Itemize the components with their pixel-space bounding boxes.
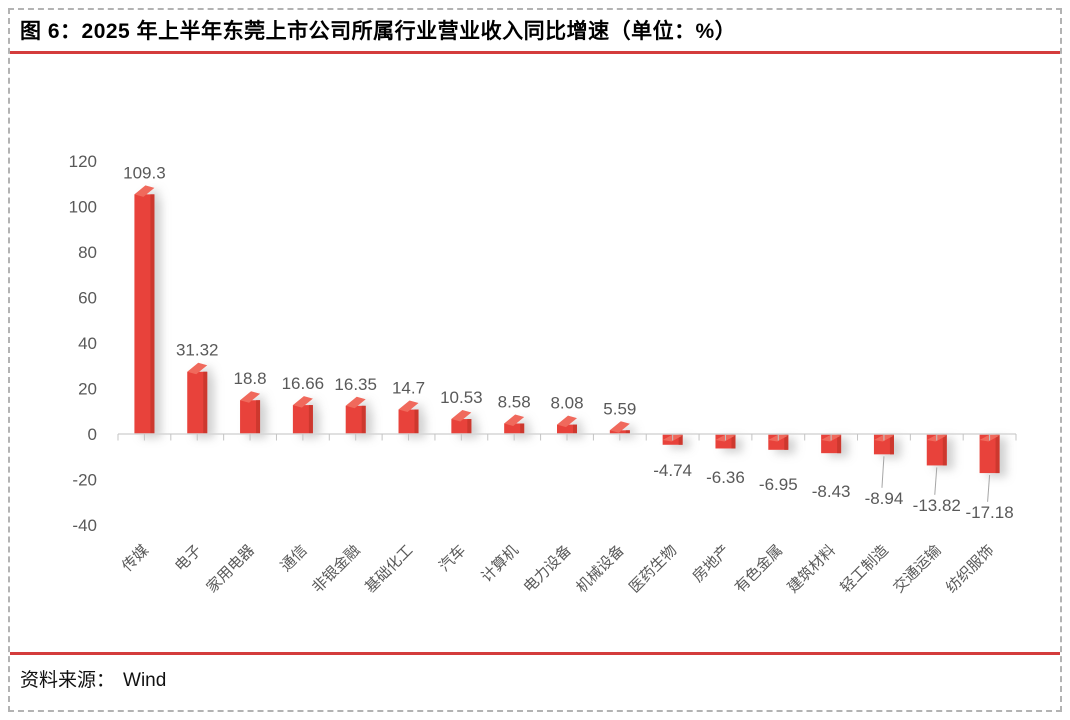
title-divider	[10, 51, 1060, 54]
source-row: 资料来源： Wind	[10, 655, 1060, 710]
bar-side-face	[361, 405, 366, 434]
bar-side-face	[573, 424, 577, 434]
category-label: 房地产	[689, 542, 733, 586]
value-label: 16.35	[334, 375, 377, 394]
bar-chart-canvas: 120 100 80 60 40 20 0 -20 -40 109.3 31.32 18.8 16.66…	[69, 152, 1017, 596]
category-label: 基础化工	[362, 542, 416, 596]
value-label: 5.59	[603, 399, 636, 418]
bar	[187, 371, 208, 434]
category-label: 非银金融	[309, 542, 363, 596]
bar-side-face	[150, 194, 155, 434]
bar	[292, 405, 313, 434]
value-label: 31.32	[176, 341, 219, 360]
bar-side-face	[784, 434, 789, 450]
bar-side-face	[467, 419, 472, 434]
bar	[504, 423, 525, 434]
y-axis-label: 80	[78, 243, 97, 262]
bar-side-face	[837, 434, 842, 454]
bar-top-face	[187, 362, 208, 375]
value-label: -8.94	[865, 489, 904, 508]
bar-chart: 120 100 80 60 40 20 0 -20 -40 109.3 31.32 18.8 16.66…	[10, 54, 1060, 652]
bar-top-face	[292, 396, 313, 408]
value-label: 14.7	[392, 379, 425, 398]
bar-top-face	[240, 391, 261, 403]
bar-side-face	[520, 423, 525, 434]
category-label: 交通运输	[889, 541, 944, 596]
bar-top-face	[609, 421, 630, 433]
bar-side-face	[731, 434, 736, 449]
figure-title: 图 6：2025 年上半年东莞上市公司所属行业营业收入同比增速（单位：%）	[20, 20, 737, 43]
bar	[926, 434, 947, 466]
category-label: 轻工制造	[837, 542, 891, 596]
figure-frame: 图 6：2025 年上半年东莞上市公司所属行业营业收入同比增速（单位：%） 12…	[8, 8, 1062, 712]
bar	[451, 419, 472, 434]
footer-divider	[10, 652, 1060, 655]
bar-side-face	[625, 430, 630, 434]
category-label: 传媒	[119, 542, 152, 575]
bar-top-face	[557, 415, 577, 428]
bar-side-face	[203, 371, 208, 434]
bar	[134, 194, 155, 434]
bar-top-face	[451, 410, 472, 422]
value-label: 16.66	[282, 374, 325, 393]
value-label: 10.53	[440, 388, 483, 407]
bar	[557, 424, 577, 434]
y-axis-label: -40	[72, 516, 97, 535]
bar-side-face	[942, 434, 947, 466]
leader-line	[881, 456, 885, 488]
category-label: 汽车	[436, 542, 469, 575]
bar-side-face	[678, 434, 683, 445]
category-label: 家用电器	[203, 542, 257, 596]
leader-line	[934, 467, 938, 495]
source-label: 资料来源：	[20, 670, 116, 691]
category-label: 机械设备	[573, 542, 627, 596]
value-label: 8.08	[550, 394, 583, 413]
value-label: -17.18	[965, 503, 1013, 522]
bar	[979, 434, 1000, 474]
value-label: -4.74	[653, 461, 692, 480]
value-label: -8.43	[812, 482, 851, 501]
y-axis-label: 20	[78, 380, 97, 399]
category-label: 有色金属	[732, 542, 786, 596]
y-axis-label: 0	[88, 425, 97, 444]
category-label: 通信	[277, 542, 310, 575]
bar-top-face	[345, 396, 366, 409]
value-label: 8.58	[498, 392, 531, 411]
bar-side-face	[256, 400, 261, 434]
bar-side-face	[414, 409, 419, 434]
value-label: -6.36	[706, 468, 745, 487]
bar-side-face	[308, 405, 313, 434]
y-axis-label: 120	[69, 152, 97, 171]
bars-group	[134, 185, 1000, 474]
bar-top-face	[398, 400, 419, 413]
bar	[609, 430, 630, 434]
y-axis-label: 40	[78, 334, 97, 353]
leader-line	[987, 475, 991, 502]
bar	[345, 405, 366, 434]
category-label: 纺织服饰	[943, 542, 997, 596]
bar	[240, 400, 261, 434]
category-label: 医药生物	[626, 542, 680, 596]
category-label: 电力设备	[520, 542, 574, 596]
bar	[398, 409, 419, 434]
category-label: 建筑材料	[784, 542, 838, 596]
category-label: 电子	[172, 542, 205, 575]
value-label: 109.3	[123, 163, 166, 182]
category-label: 计算机	[477, 541, 522, 586]
value-label: -6.95	[759, 475, 798, 494]
y-axis-label: 100	[69, 198, 97, 217]
bar-side-face	[889, 434, 894, 455]
y-axis-label: -20	[72, 471, 97, 490]
bar-top-face	[504, 414, 525, 426]
source-name: Wind	[123, 670, 167, 691]
y-axis-label: 60	[78, 289, 97, 308]
bar-top-face	[134, 185, 155, 197]
value-label: -13.82	[913, 496, 961, 515]
bar-side-face	[995, 434, 1000, 474]
value-label: 18.8	[234, 369, 267, 388]
